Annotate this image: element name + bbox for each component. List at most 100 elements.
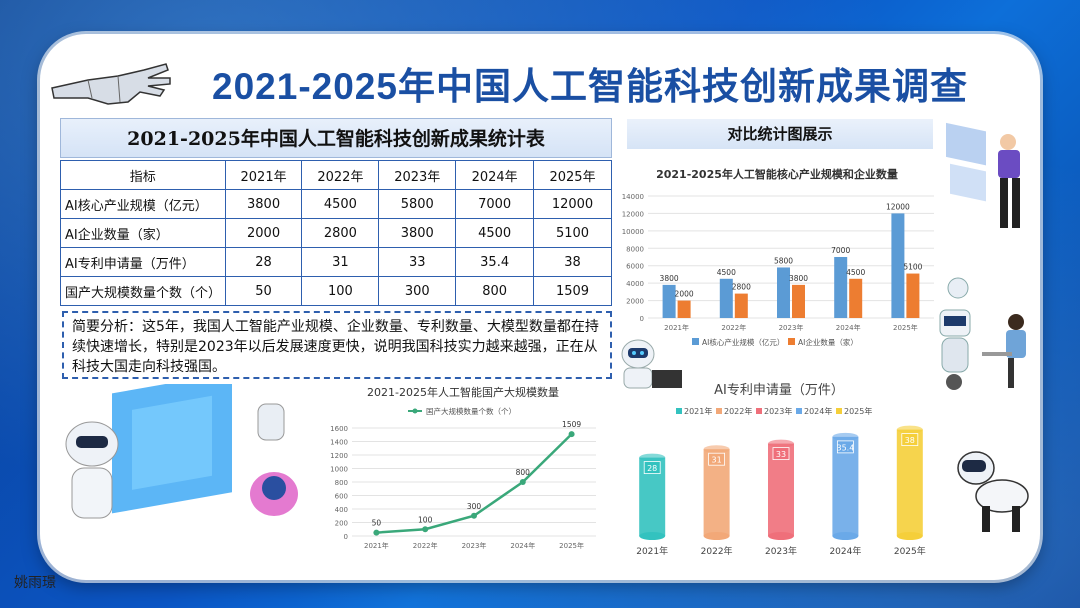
data-label: 2800 [732, 283, 751, 292]
data-label: 2000 [675, 290, 694, 299]
data-point [471, 512, 477, 519]
legend-label: AI核心产业规模（亿元） [702, 337, 784, 347]
table-cell: 5800 [378, 189, 457, 219]
table-header: 指标 [60, 160, 226, 190]
y-tick-label: 1600 [330, 425, 348, 433]
data-label: 28 [647, 464, 657, 473]
data-label: 5800 [774, 256, 793, 265]
robot-with-laptop-icon [621, 339, 682, 389]
author-signature: 姚雨璟 [14, 575, 56, 591]
x-tick-label: 2021年 [664, 323, 689, 332]
x-tick-label: 2023年 [779, 323, 804, 332]
bar-base [639, 532, 666, 540]
analysis-text: 简要分析：这5年，我国人工智能产业规模、企业数量、专利数量、大模型数量都在持续快… [62, 311, 612, 379]
x-tick-label: 2022年 [721, 323, 746, 332]
y-tick-label: 14000 [622, 193, 644, 201]
data-label: 3800 [789, 274, 808, 283]
data-point [373, 529, 380, 536]
chart-title: 2021-2025年人工智能核心产业规模和企业数量 [656, 167, 898, 181]
y-tick-label: 4000 [626, 280, 644, 288]
x-tick-label: 2025年 [894, 545, 926, 557]
legend-label: 2024年 [804, 406, 832, 416]
bar [896, 429, 923, 536]
data-label: 31 [712, 456, 722, 465]
bar [792, 284, 805, 318]
person-with-screens-icon [946, 122, 1020, 228]
data-label: 50 [372, 519, 382, 528]
data-point [422, 526, 429, 533]
legend-label: 2022年 [724, 406, 752, 416]
x-tick-label: 2021年 [636, 545, 668, 557]
data-label: 300 [467, 502, 482, 511]
table-cell: 国产大规模数量个数（个） [60, 276, 226, 306]
data-label-box [708, 452, 725, 466]
bar-cap [896, 425, 923, 434]
data-label: 100 [418, 515, 433, 524]
legend-swatch [788, 338, 795, 345]
bar-chart-industry-enterprises: 2021-2025年人工智能核心产业规模和企业数量 0 2000 4000 6000 80… [622, 167, 934, 347]
table-row: AI专利申请量（万件） 28 31 33 35.4 38 [60, 247, 612, 277]
y-tick-label: 1200 [330, 452, 348, 460]
y-tick-label: 0 [640, 315, 644, 323]
legend-swatch [756, 408, 762, 414]
table-cell: 3800 [224, 189, 303, 219]
bar [677, 300, 691, 318]
chart-title: AI专利申请量（万件） [714, 383, 844, 398]
legend-swatch [692, 338, 699, 345]
table-cell: 28 [224, 247, 303, 277]
x-tick-label: 2023年 [765, 545, 797, 557]
y-tick-label: 400 [335, 506, 348, 514]
data-label-box [772, 447, 790, 460]
bar [719, 278, 733, 318]
table-cell: 800 [455, 276, 535, 306]
table-header-row: 指标 2021年 2022年 2023年 2024年 2025年 [60, 160, 612, 190]
table-cell: 7000 [455, 189, 535, 219]
table-cell: 5100 [533, 218, 612, 248]
table-header: 2023年 [378, 160, 457, 190]
y-tick-label: 1400 [330, 439, 348, 447]
y-tick-label: 200 [335, 520, 348, 528]
data-label: 33 [776, 450, 786, 459]
table-cell: AI企业数量（家） [60, 218, 226, 248]
y-tick-label: 1000 [330, 466, 348, 474]
table-title: 2021-2025年中国人工智能科技创新成果统计表 [60, 118, 612, 158]
x-tick-label: 2025年 [559, 541, 584, 550]
table-cell: 4500 [301, 189, 380, 219]
data-point [568, 431, 575, 438]
table-cell: AI核心产业规模（亿元） [60, 189, 226, 219]
table-cell: 100 [301, 276, 380, 306]
data-label: 1509 [562, 420, 581, 429]
table-cell: 300 [378, 276, 457, 306]
bar-chart-patents: AI专利申请量（万件）2021年 2022年 2023年 2024年 2025年2820… [636, 383, 926, 557]
table-cell: 2000 [224, 218, 303, 248]
table-cell: 38 [533, 247, 612, 277]
data-label: 7000 [831, 246, 850, 255]
table-cell: 35.4 [455, 247, 535, 277]
x-tick-label: 2023年 [462, 541, 487, 550]
page-title: 2021-2025年中国人工智能科技创新成果调查 [212, 66, 968, 107]
legend-label: 国产大规模数量个数（个） [426, 406, 516, 416]
x-tick-label: 2025年 [893, 323, 918, 332]
legend-marker [412, 408, 418, 414]
table-row: AI核心产业规模（亿元） 3800 4500 5800 7000 12000 [60, 189, 612, 219]
table-cell: 12000 [533, 189, 612, 219]
bar-base [832, 532, 859, 540]
legend-label: AI企业数量（家） [798, 337, 858, 347]
data-label: 800 [516, 468, 531, 477]
bar-base [768, 532, 794, 540]
bar [662, 284, 676, 318]
compare-section-title: 对比统计图展示 [627, 119, 933, 149]
x-tick-label: 2024年 [836, 323, 861, 332]
bar [849, 278, 863, 318]
bar-cap [639, 453, 666, 462]
table-header: 2025年 [533, 160, 612, 190]
y-tick-label: 800 [335, 479, 348, 487]
data-label-box [836, 440, 854, 454]
robot-dog-icon [957, 451, 1029, 532]
data-label: 4500 [846, 268, 865, 277]
legend-swatch [676, 408, 682, 414]
table-cell: 31 [301, 247, 380, 277]
legend-swatch [836, 408, 842, 414]
y-tick-label: 10000 [622, 228, 644, 236]
